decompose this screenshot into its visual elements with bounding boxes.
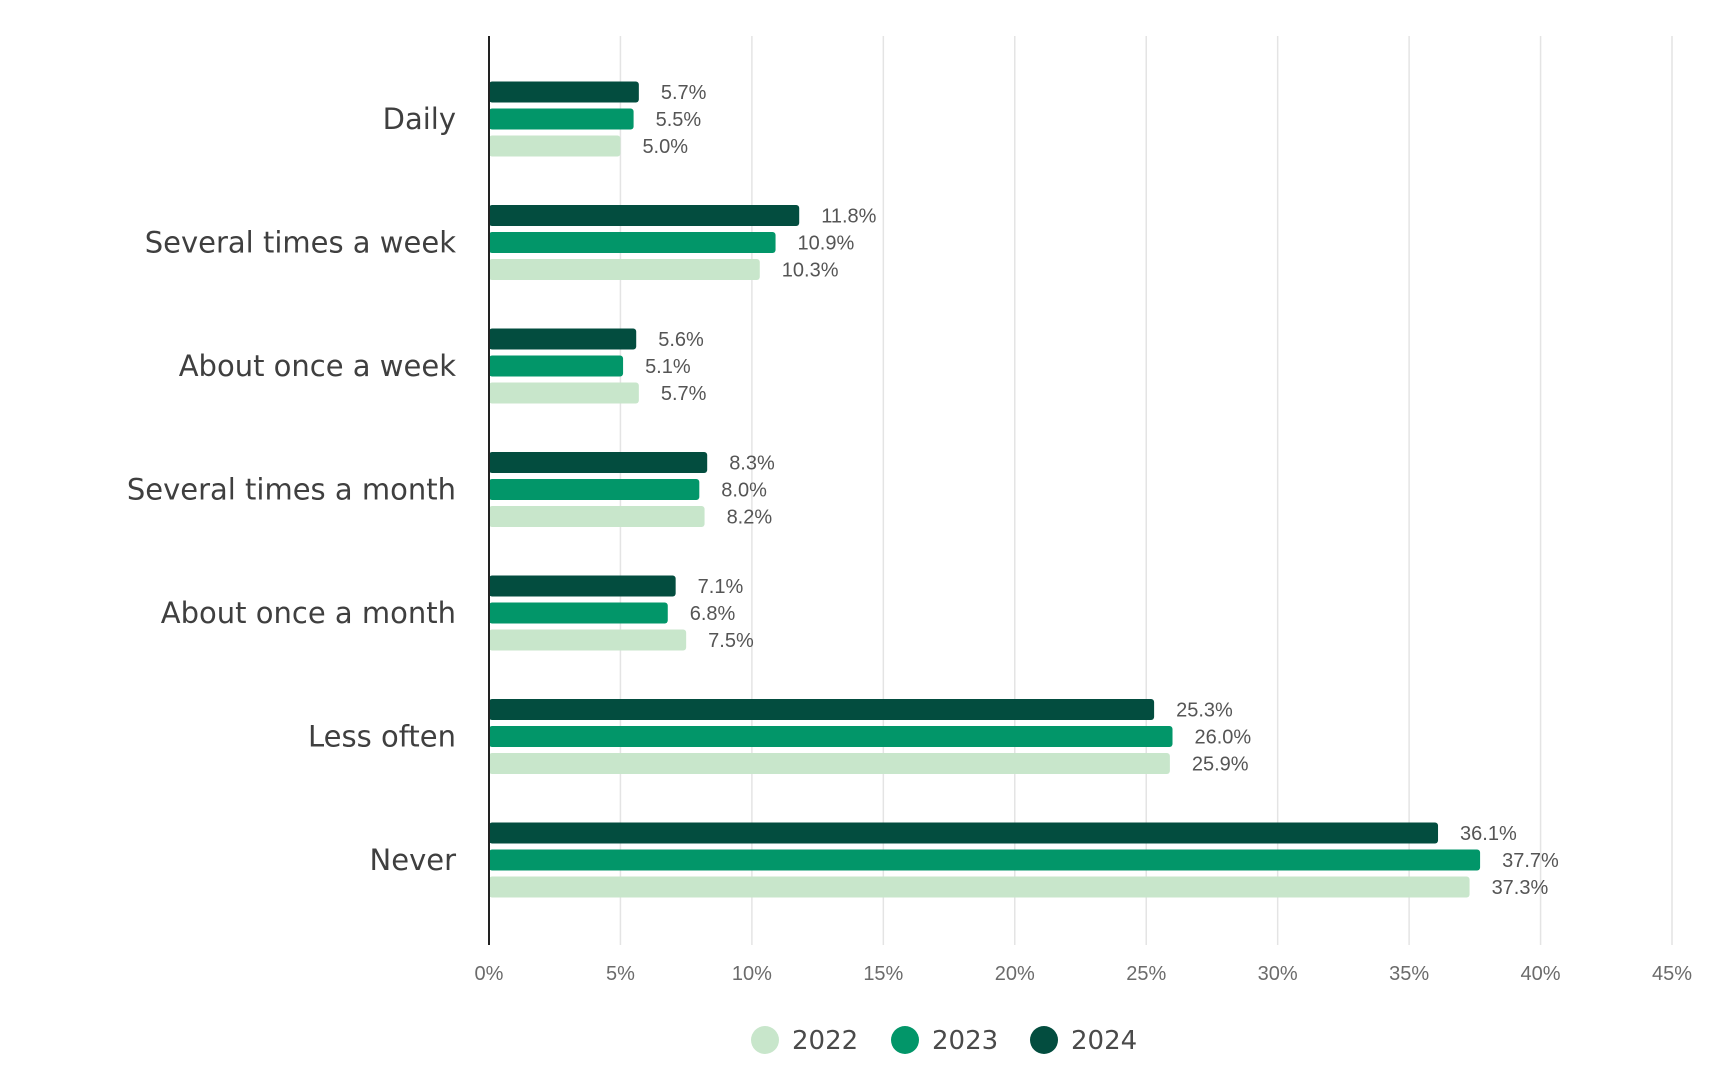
x-tick-label: 10% [732,963,772,985]
x-tick-label: 25% [1126,963,1166,985]
data-label: 26.0% [1195,727,1252,749]
x-tick-label: 0% [475,963,504,985]
bar-2023 [489,108,634,130]
data-label: 5.7% [661,383,707,405]
data-label: 37.3% [1492,877,1549,899]
data-label: 25.9% [1192,754,1249,776]
legend-label: 2022 [792,1026,858,1056]
legend-label: 2023 [932,1026,998,1056]
category-label: Daily [383,102,456,136]
bar-2022 [489,135,621,157]
bar-2023 [489,355,624,377]
bar-2022 [489,259,760,280]
legend-swatch-2022 [751,1026,779,1054]
bar-2023 [489,232,776,253]
x-tick-label: 5% [606,963,635,985]
data-label: 5.6% [658,329,704,351]
bar-2024 [489,699,1155,720]
data-label: 10.3% [782,260,839,282]
data-label: 6.8% [690,603,736,625]
bar-2024 [489,81,639,103]
data-label: 8.2% [727,507,773,529]
category-label: Less often [308,720,456,754]
x-tick-label: 15% [863,963,903,985]
legend: 2022 2023 2024 [751,1026,1137,1056]
bars [489,81,1481,898]
bar-2023 [489,479,700,500]
data-label: 10.9% [798,233,855,255]
data-label: 5.7% [661,82,707,104]
data-label: 5.1% [645,356,691,378]
x-tick-labels: 0% 5% 10% 15% 20% 25% 30% 35% 40% 45% [475,963,1693,985]
category-label: Several times a month [127,473,456,507]
data-label: 37.7% [1502,850,1559,872]
bar-2022 [489,753,1170,774]
bar-2023 [489,726,1173,747]
legend-swatch-2023 [891,1026,919,1054]
x-tick-label: 35% [1389,963,1429,985]
bar-2024 [489,575,676,597]
x-tick-label: 20% [995,963,1035,985]
data-label: 25.3% [1176,700,1233,722]
data-label: 8.0% [721,480,767,502]
bar-2023 [489,602,668,624]
data-label: 7.5% [708,630,754,652]
category-label: About once a week [179,349,456,383]
bar-2024 [489,328,637,350]
legend-label: 2024 [1071,1026,1137,1056]
data-labels: 5.7% 5.5% 5.0% 11.8% 10.9% 10.3% 5.6% 5.1% 5.7% 8… [642,82,1559,899]
bar-2024 [489,452,708,473]
data-label: 7.1% [698,576,744,598]
data-label: 8.3% [729,453,775,475]
category-label: Several times a week [145,226,456,260]
category-label: Never [370,843,457,877]
category-label: About once a month [161,596,456,630]
bar-2022 [489,629,687,651]
data-label: 5.0% [642,136,688,158]
gridlines [619,36,1673,945]
bar-2022 [489,382,639,404]
bar-2022 [489,876,1470,898]
bar-2024 [489,205,800,226]
bar-2022 [489,506,705,527]
data-label: 11.8% [821,206,876,228]
bar-2024 [489,822,1439,844]
data-label: 5.5% [656,109,702,131]
category-labels: Daily Several times a week About once a we… [127,102,456,877]
x-tick-label: 30% [1258,963,1298,985]
x-tick-label: 45% [1652,963,1692,985]
x-tick-label: 40% [1521,963,1561,985]
data-label: 36.1% [1460,823,1517,845]
legend-swatch-2024 [1030,1026,1058,1054]
bar-2023 [489,849,1481,871]
